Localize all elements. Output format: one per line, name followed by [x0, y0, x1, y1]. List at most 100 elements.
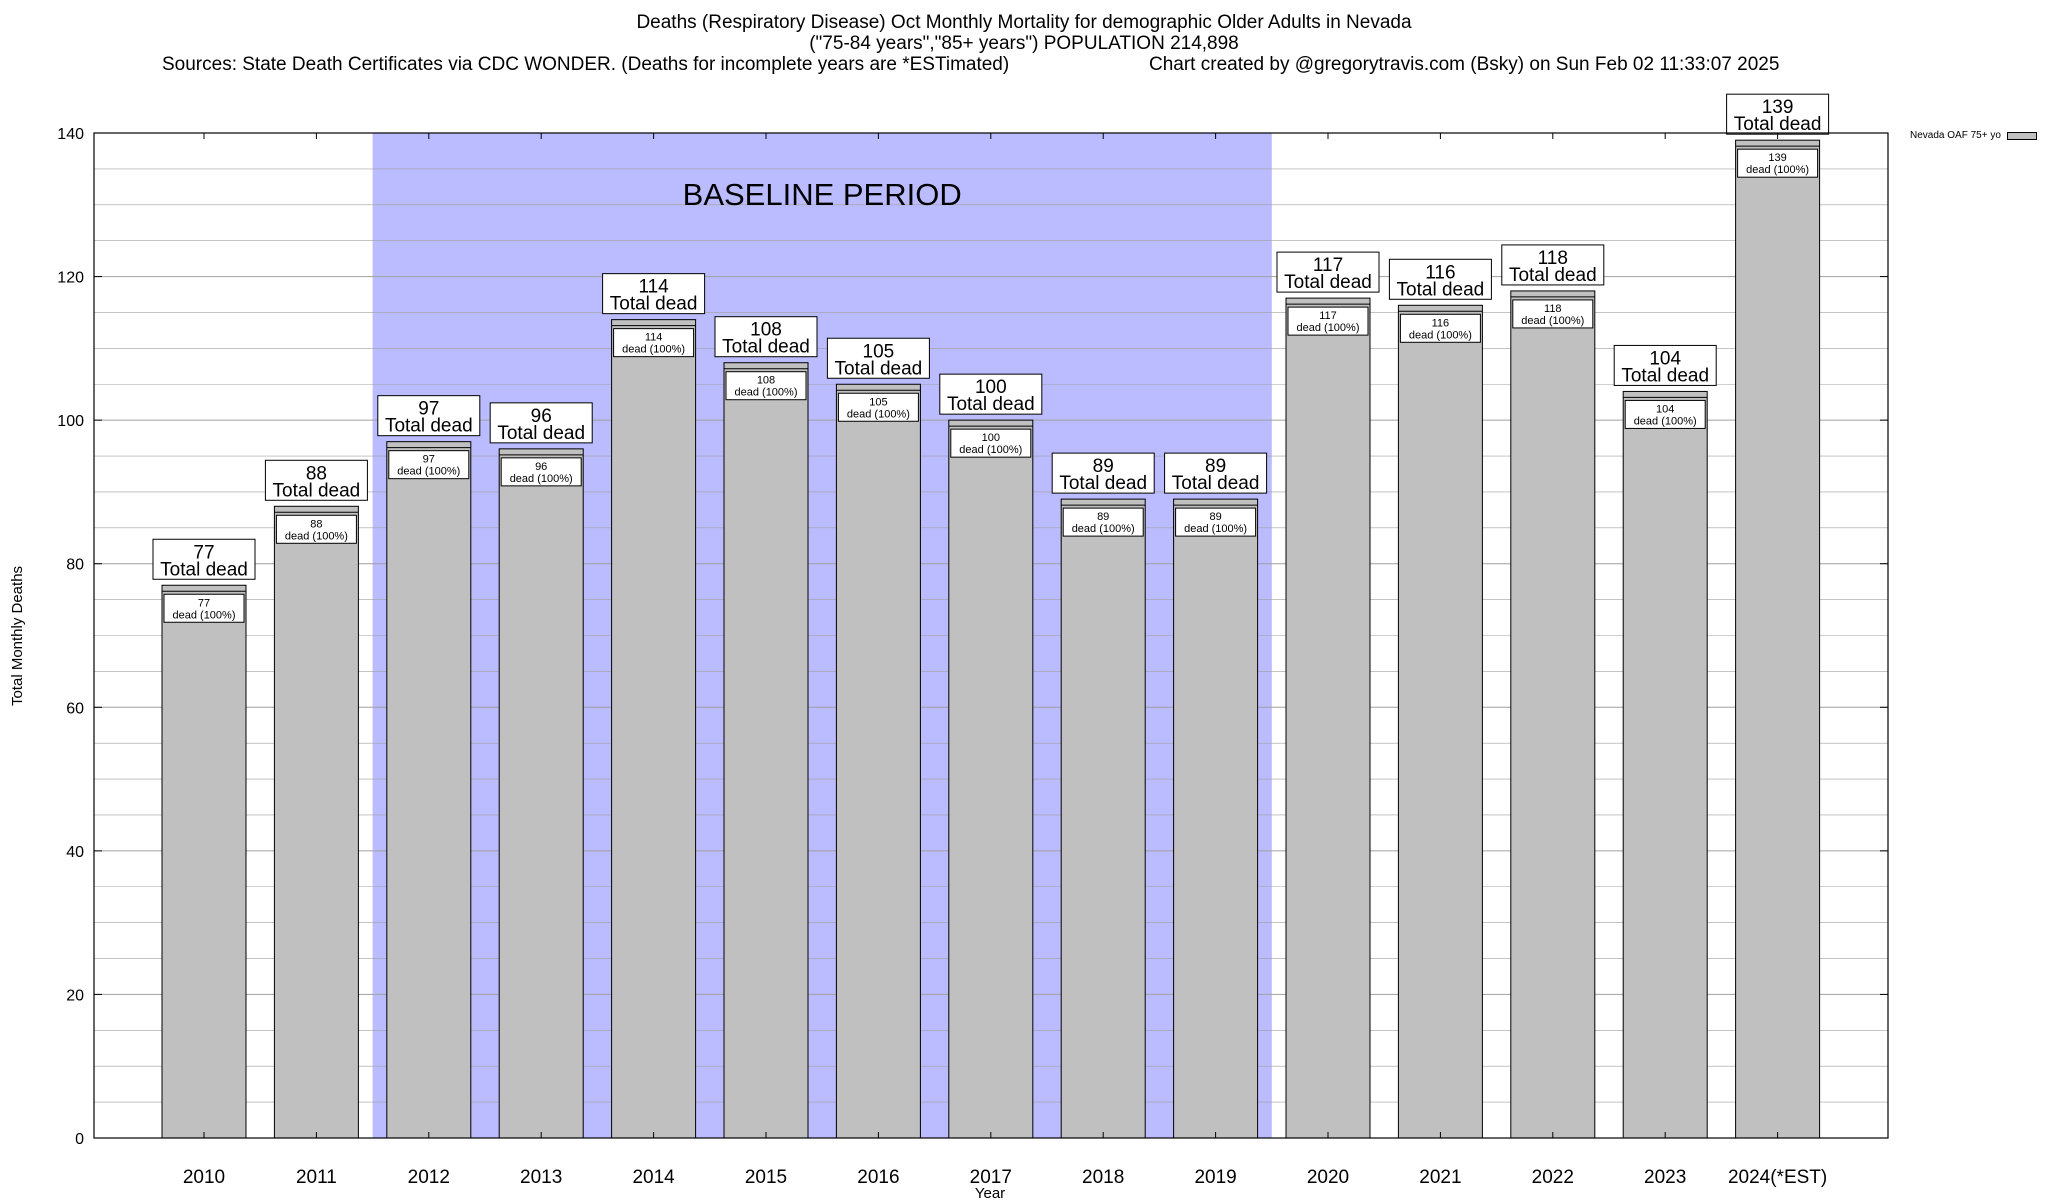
outer-total-label: Total dead: [497, 423, 585, 444]
inner-label-box: [1287, 306, 1369, 336]
inner-value-label: 116: [1432, 317, 1450, 329]
y-tick-label: 0: [75, 1131, 84, 1148]
baseline-label: BASELINE PERIOD: [683, 177, 962, 212]
x-tick-label: 2019: [1194, 1167, 1236, 1188]
chart-title: Deaths (Respiratory Disease) Oct Monthly…: [636, 12, 1412, 33]
inner-label-box: [275, 514, 357, 544]
inner-dead-label: dead (100%): [1521, 315, 1584, 327]
inner-dead-label: dead (100%): [1184, 523, 1247, 535]
outer-total-label: Total dead: [1284, 272, 1372, 293]
x-tick-label: 2023: [1644, 1167, 1686, 1188]
inner-dead-label: dead (100%): [285, 530, 348, 542]
x-axis-label: Year: [975, 1185, 1005, 1200]
outer-total-label: Total dead: [835, 358, 923, 379]
inner-value-label: 89: [1097, 511, 1109, 523]
x-tick-label: 2010: [183, 1167, 225, 1188]
outer-total-label: Total dead: [1621, 365, 1709, 386]
x-tick-label: 2021: [1419, 1167, 1461, 1188]
inner-label-box: [1737, 148, 1819, 178]
inner-dead-label: dead (100%): [397, 466, 460, 478]
x-tick-label: 2012: [408, 1167, 450, 1188]
outer-total-label: Total dead: [1172, 473, 1260, 494]
outer-label-box: [264, 459, 368, 501]
outer-label-box: [1388, 258, 1492, 300]
inner-dead-label: dead (100%): [1746, 164, 1809, 176]
y-tick-label: 40: [66, 844, 84, 861]
bar: [498, 448, 584, 1139]
inner-label-box: [1624, 399, 1706, 429]
outer-label-box: [1051, 452, 1155, 494]
bar: [1397, 304, 1483, 1139]
bar: [1060, 498, 1146, 1139]
outer-total-label: Total dead: [1397, 279, 1485, 300]
outer-value-label: 104: [1649, 348, 1681, 369]
outer-value-label: 77: [193, 542, 214, 563]
outer-label-box: [1164, 452, 1268, 494]
outer-value-label: 88: [306, 463, 327, 484]
bar: [1173, 498, 1259, 1139]
bar: [835, 383, 921, 1139]
x-tick-label: 2014: [632, 1167, 675, 1188]
y-axis-label: Total Monthly Deaths: [9, 566, 26, 706]
inner-label-box: [1512, 299, 1594, 329]
x-tick-label: 2018: [1082, 1167, 1124, 1188]
chart-credit: Chart created by @gregorytravis.com (Bsk…: [1149, 54, 1780, 75]
inner-value-label: 108: [757, 375, 775, 387]
x-tick-label: 2017: [970, 1167, 1012, 1188]
chart-subtitle: ("75-84 years","85+ years") POPULATION 2…: [809, 33, 1239, 54]
legend-swatch: [2006, 131, 2037, 140]
y-tick-label: 140: [57, 126, 84, 143]
bar: [723, 362, 809, 1139]
inner-label-box: [950, 428, 1032, 458]
x-tick-label: 2020: [1307, 1167, 1349, 1188]
outer-value-label: 116: [1425, 262, 1455, 283]
inner-value-label: 117: [1319, 310, 1337, 322]
bar: [948, 419, 1034, 1139]
outer-value-label: 118: [1538, 248, 1568, 269]
y-tick-label: 80: [66, 557, 84, 574]
bar: [1735, 139, 1821, 1139]
inner-value-label: 97: [423, 454, 435, 466]
x-tick-label: 2022: [1532, 1167, 1574, 1188]
bar: [386, 441, 472, 1139]
inner-value-label: 114: [645, 332, 663, 344]
outer-value-label: 114: [638, 277, 669, 298]
inner-value-label: 118: [1544, 303, 1562, 315]
inner-label-box: [725, 371, 807, 401]
chart-sources: Sources: State Death Certificates via CD…: [162, 54, 1010, 75]
bar: [273, 505, 359, 1139]
plot-frame: [93, 132, 1889, 1139]
outer-label-box: [152, 538, 256, 580]
y-tick-label: 20: [66, 987, 84, 1004]
inner-label-box: [613, 328, 695, 358]
inner-label-box: [1175, 507, 1257, 537]
legend-label: Nevada OAF 75+ yo: [1910, 130, 2001, 141]
outer-value-label: 105: [863, 341, 895, 362]
outer-total-label: Total dead: [947, 394, 1035, 415]
outer-value-label: 139: [1762, 97, 1794, 118]
inner-dead-label: dead (100%): [173, 609, 236, 621]
inner-label-box: [1399, 313, 1481, 343]
x-tick-label: 2011: [296, 1167, 337, 1188]
y-tick-label: 100: [57, 413, 84, 430]
outer-value-label: 108: [750, 320, 782, 341]
outer-label-box: [377, 395, 481, 437]
outer-label-box: [939, 373, 1043, 415]
outer-total-label: Total dead: [385, 416, 473, 437]
bar: [1510, 290, 1596, 1139]
outer-total-label: Total dead: [722, 337, 810, 358]
inner-dead-label: dead (100%): [1634, 415, 1697, 427]
inner-value-label: 88: [310, 518, 322, 530]
outer-total-label: Total dead: [610, 294, 698, 315]
inner-label-box: [388, 450, 470, 480]
outer-label-box: [602, 273, 706, 315]
outer-total-label: Total dead: [1509, 265, 1597, 286]
outer-label-box: [1501, 244, 1605, 286]
x-tick-label: 2015: [745, 1167, 787, 1188]
bar: [611, 319, 697, 1139]
inner-value-label: 100: [982, 432, 1000, 444]
outer-total-label: Total dead: [1059, 473, 1147, 494]
outer-value-label: 89: [1093, 456, 1114, 477]
inner-value-label: 105: [869, 396, 887, 408]
